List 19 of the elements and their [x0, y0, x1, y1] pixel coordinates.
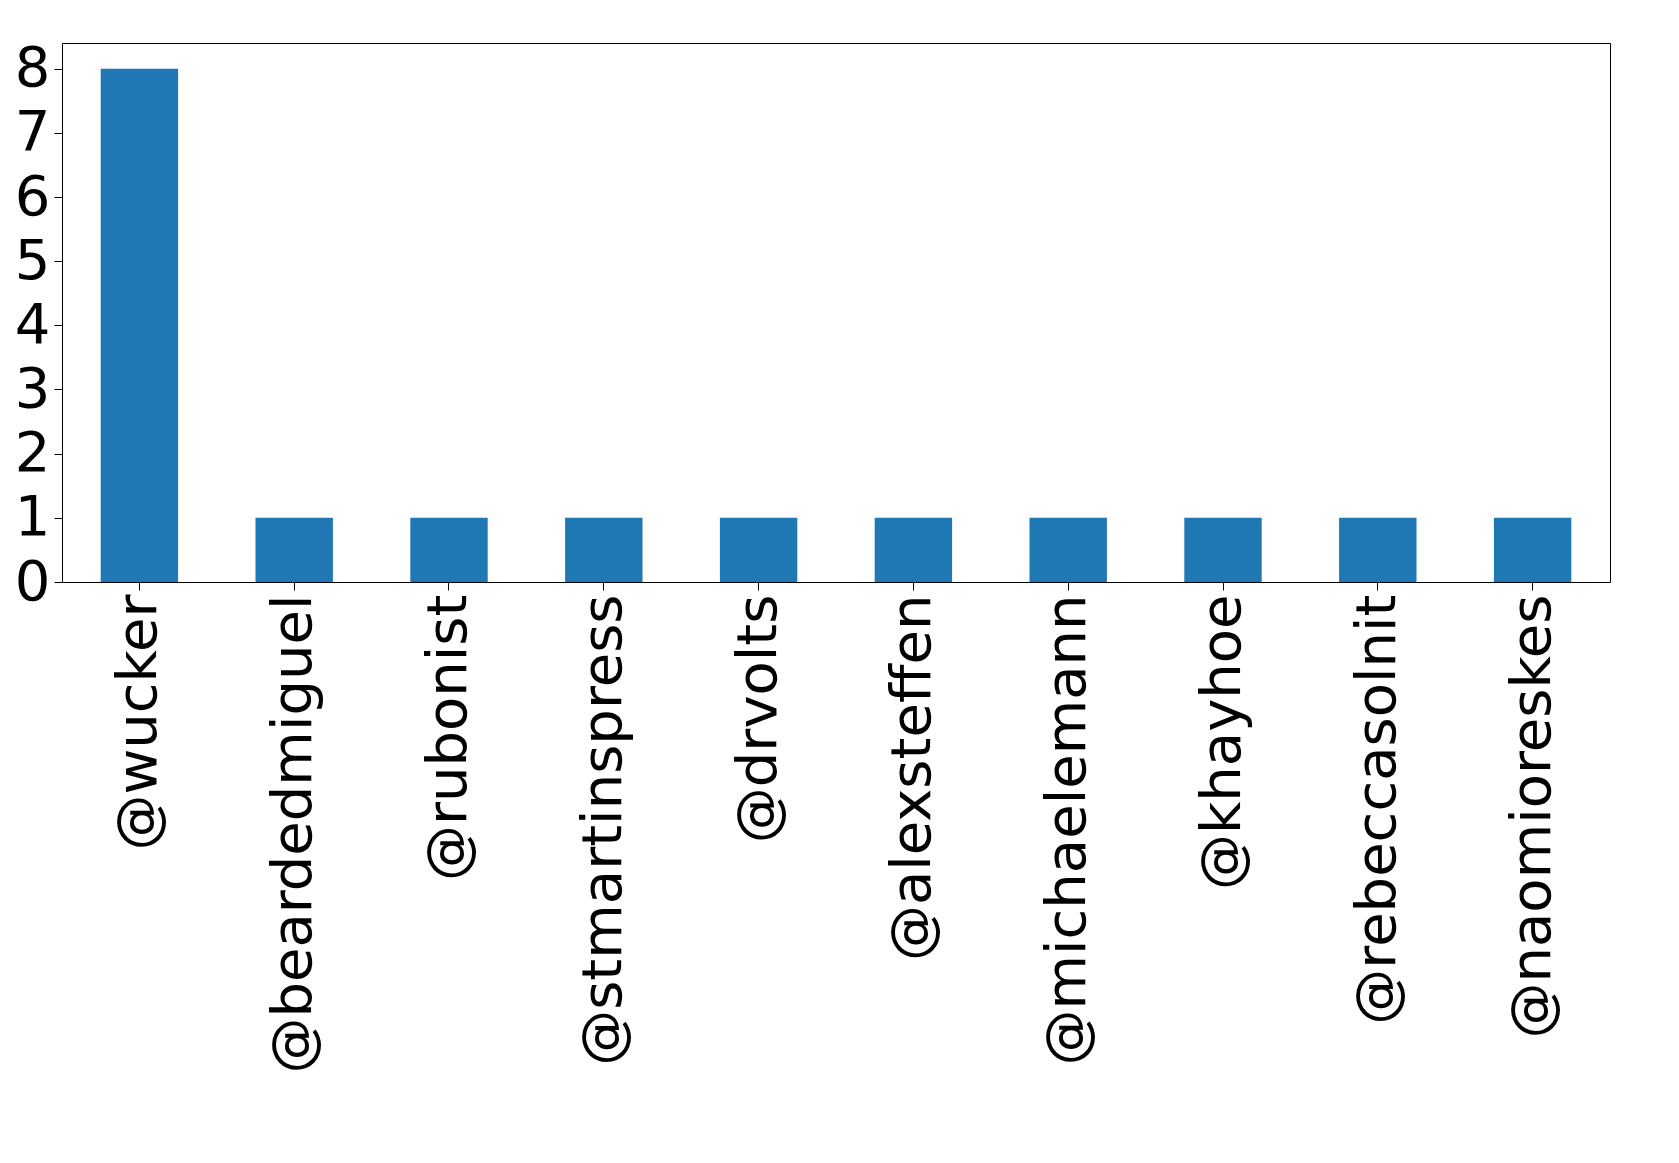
- y-tick-label: 1: [14, 483, 51, 549]
- y-tick-label: 7: [14, 98, 51, 164]
- y-tick-label: 8: [14, 34, 51, 100]
- x-tick-label: @wucker: [104, 593, 170, 851]
- x-tick-label: @michaelemann: [1033, 594, 1099, 1066]
- x-tick-label: @stmartinspress: [568, 594, 634, 1066]
- x-tick-label: @naomioreskes: [1497, 594, 1563, 1039]
- x-tick-label: @drvolts: [723, 594, 789, 844]
- y-tick-label: 4: [14, 290, 51, 356]
- x-tick-label: @khayhoe: [1188, 594, 1253, 891]
- y-tick-label: 6: [14, 162, 51, 228]
- y-tick-label: 2: [14, 419, 51, 485]
- x-tick-label: @rebeccasolnit: [1342, 594, 1408, 1025]
- x-tick-label: @rubonist: [414, 594, 479, 882]
- x-tick-label: @beardedmiguel: [259, 594, 325, 1074]
- x-tick-label: @alexsteffen: [878, 594, 944, 962]
- y-tick-label: 3: [14, 355, 51, 420]
- y-tick-label: 5: [14, 226, 51, 292]
- y-tick-label: 0: [14, 547, 51, 613]
